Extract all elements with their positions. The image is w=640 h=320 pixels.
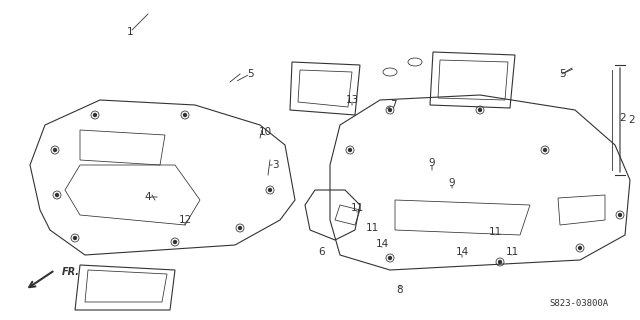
Text: 14: 14 bbox=[376, 239, 388, 249]
Circle shape bbox=[239, 227, 241, 229]
Text: 2: 2 bbox=[620, 113, 627, 123]
Circle shape bbox=[499, 260, 502, 263]
Circle shape bbox=[579, 246, 582, 250]
Text: 6: 6 bbox=[319, 247, 325, 257]
Text: 12: 12 bbox=[179, 215, 191, 225]
Text: 2: 2 bbox=[628, 115, 635, 125]
Circle shape bbox=[543, 148, 547, 151]
Circle shape bbox=[56, 194, 58, 196]
Text: 7: 7 bbox=[390, 100, 396, 110]
Text: 8: 8 bbox=[397, 285, 403, 295]
Text: 5: 5 bbox=[559, 69, 565, 79]
Circle shape bbox=[349, 148, 351, 151]
Circle shape bbox=[388, 108, 392, 111]
Text: 9: 9 bbox=[449, 178, 455, 188]
Text: 10: 10 bbox=[259, 127, 271, 137]
Text: 11: 11 bbox=[506, 247, 518, 257]
Circle shape bbox=[173, 241, 177, 244]
Circle shape bbox=[93, 114, 97, 116]
Text: S823-03800A: S823-03800A bbox=[549, 299, 608, 308]
Text: 4: 4 bbox=[145, 192, 151, 202]
Circle shape bbox=[184, 114, 186, 116]
Text: 9: 9 bbox=[429, 158, 435, 168]
Circle shape bbox=[479, 108, 481, 111]
Text: 14: 14 bbox=[456, 247, 468, 257]
Circle shape bbox=[618, 213, 621, 217]
Circle shape bbox=[269, 188, 271, 191]
Circle shape bbox=[388, 257, 392, 260]
Circle shape bbox=[74, 236, 77, 239]
Text: 5: 5 bbox=[246, 69, 253, 79]
Text: FR.: FR. bbox=[62, 267, 80, 277]
Text: 13: 13 bbox=[346, 95, 358, 105]
Text: 11: 11 bbox=[365, 223, 379, 233]
Text: 3: 3 bbox=[272, 160, 278, 170]
Text: 11: 11 bbox=[488, 227, 502, 237]
Text: 11: 11 bbox=[350, 203, 364, 213]
Text: 1: 1 bbox=[127, 27, 133, 37]
Circle shape bbox=[54, 148, 56, 151]
